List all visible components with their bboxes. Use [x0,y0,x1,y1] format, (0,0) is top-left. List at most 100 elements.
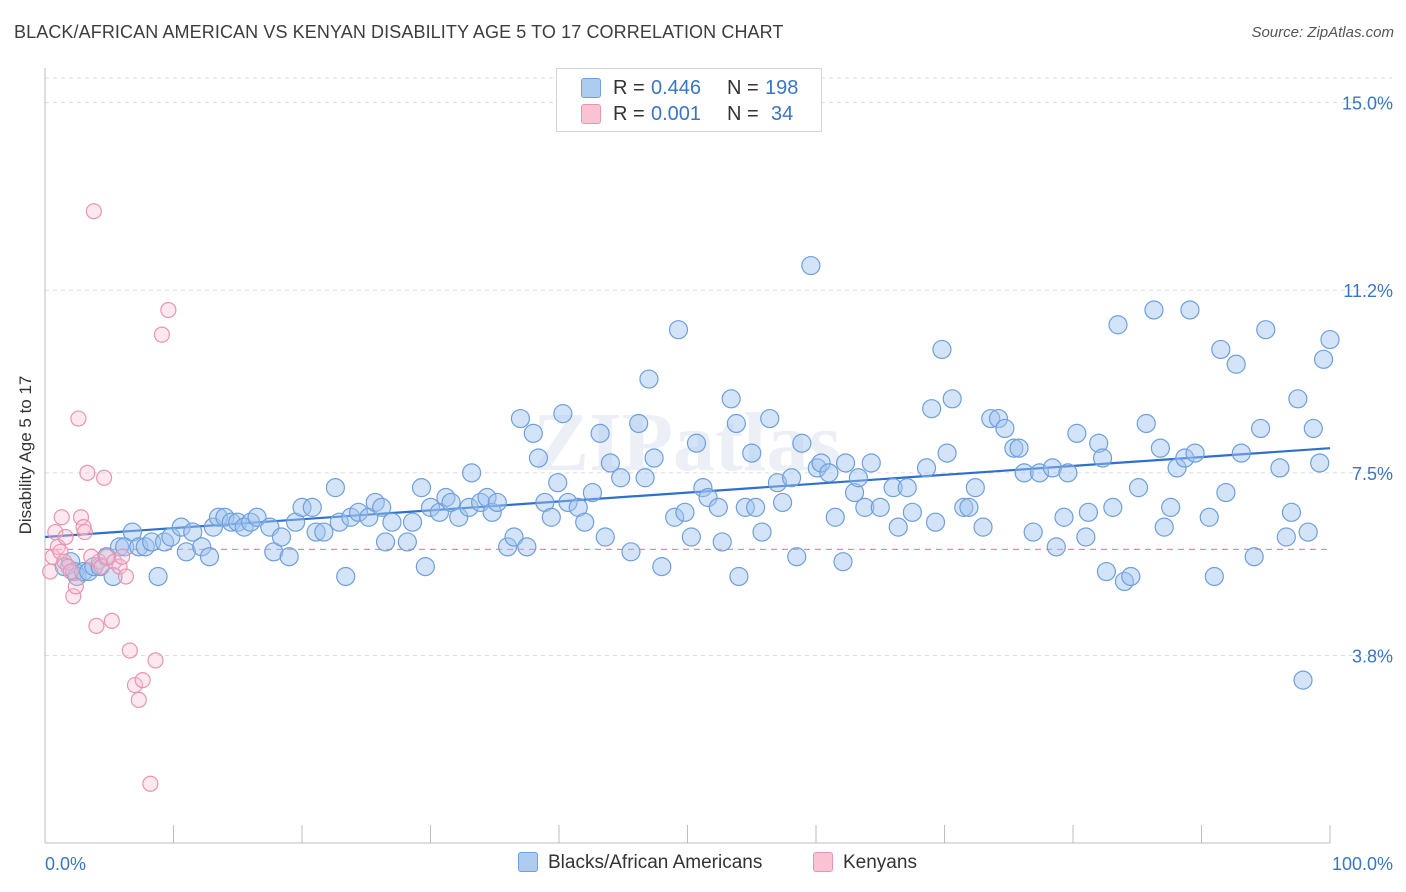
point-blacks [848,468,869,488]
point-blacks [1226,354,1246,374]
x-tick-label: 0.0% [45,854,86,874]
legend-n-label: N = [727,77,759,99]
point-kenyans [142,775,159,792]
point-blacks [746,497,766,517]
point-kenyans [111,558,128,575]
point-blacks [1298,522,1318,542]
bottom-legend-label-kenyans: Kenyans [843,852,917,873]
point-blacks [171,517,191,537]
point-blacks [375,532,396,552]
point-blacks [835,453,856,473]
point-blacks [271,527,292,547]
point-blacks [523,423,543,443]
point-blacks [411,478,432,498]
point-kenyans [160,301,177,319]
point-blacks [221,512,241,532]
point-blacks [668,320,689,340]
point-blacks [1199,507,1219,527]
point-blacks [306,522,326,542]
point-blacks [264,542,284,562]
point-kenyans [52,543,69,560]
y-tick-label: 7.5% [1352,464,1393,484]
point-blacks [135,537,155,557]
point-blacks [1276,527,1296,547]
point-blacks [161,527,181,547]
legend-swatch-kenyans [581,104,601,124]
point-blacks [1023,522,1043,542]
point-blacks [1078,502,1099,522]
point-blacks [553,404,573,424]
point-blacks [498,537,518,557]
point-blacks [902,502,922,522]
point-blacks [1251,418,1271,439]
point-blacks [176,542,196,562]
point-blacks [348,502,369,522]
point-kenyans [117,568,135,585]
point-blacks [665,507,685,527]
point-blacks [693,478,713,498]
point-blacks [541,507,561,527]
point-blacks [1042,458,1063,478]
point-blacks [1067,423,1087,443]
point-blacks [365,492,385,513]
point-blacks [292,497,312,517]
point-blacks [1204,566,1224,587]
point-kenyans [88,617,105,634]
bottom-legend-label-blacks: Blacks/African Americans [548,852,763,873]
point-blacks [988,408,1009,429]
y-tick-label: 11.2% [1343,281,1393,301]
point-kenyans [70,410,87,427]
point-blacks [1180,300,1200,320]
y-tick-label: 3.8% [1352,646,1393,666]
point-kenyans [53,509,70,526]
point-blacks [1175,448,1195,468]
point-blacks [1256,320,1276,340]
point-blacks [1288,389,1308,409]
point-blacks [801,255,821,276]
point-blacks [302,497,322,517]
point-blacks [590,423,610,443]
source-label: Source: ZipAtlas.com [1251,24,1394,41]
point-blacks [925,512,946,532]
point-blacks [954,497,974,517]
point-kenyans [67,578,84,595]
point-blacks [183,522,203,542]
point-kenyans [103,612,120,630]
point-blacks [1313,349,1334,369]
point-blacks [635,468,655,488]
point-blacks [621,542,641,562]
point-blacks [1231,443,1251,463]
legend-swatch-blacks [581,78,601,98]
tick-label-layer: 3.8% 7.5% 11.2% 15.0% 0.0% 100.0% [45,94,1393,874]
point-kenyans [130,691,147,708]
point-blacks [314,522,334,542]
legend-n-label: N = [727,103,759,125]
point-blacks [336,566,356,587]
point-blacks [1054,507,1074,527]
point-blacks [247,507,267,527]
point-blacks [833,552,853,572]
point-blacks [888,517,908,537]
point-blacks [595,527,615,547]
point-kenyans [79,464,96,481]
point-blacks [528,448,549,468]
point-blacks [600,453,621,473]
point-blacks [698,487,718,508]
point-blacks [558,492,578,513]
point-blacks [325,478,346,498]
point-blacks [1320,329,1340,350]
point-kenyans [76,523,93,541]
point-kenyans [42,563,59,580]
point-kenyans [72,509,90,526]
point-kenyans [96,469,113,486]
point-blacks [922,399,942,419]
point-blacks [382,512,402,532]
point-kenyans [62,563,79,580]
legend-n-value-kenyans: 34 [771,103,794,125]
point-blacks [482,502,502,522]
point-blacks [1281,502,1302,522]
point-blacks [1058,463,1078,483]
point-blacks [965,478,985,498]
point-kenyans [134,672,151,689]
point-blacks [787,547,807,567]
